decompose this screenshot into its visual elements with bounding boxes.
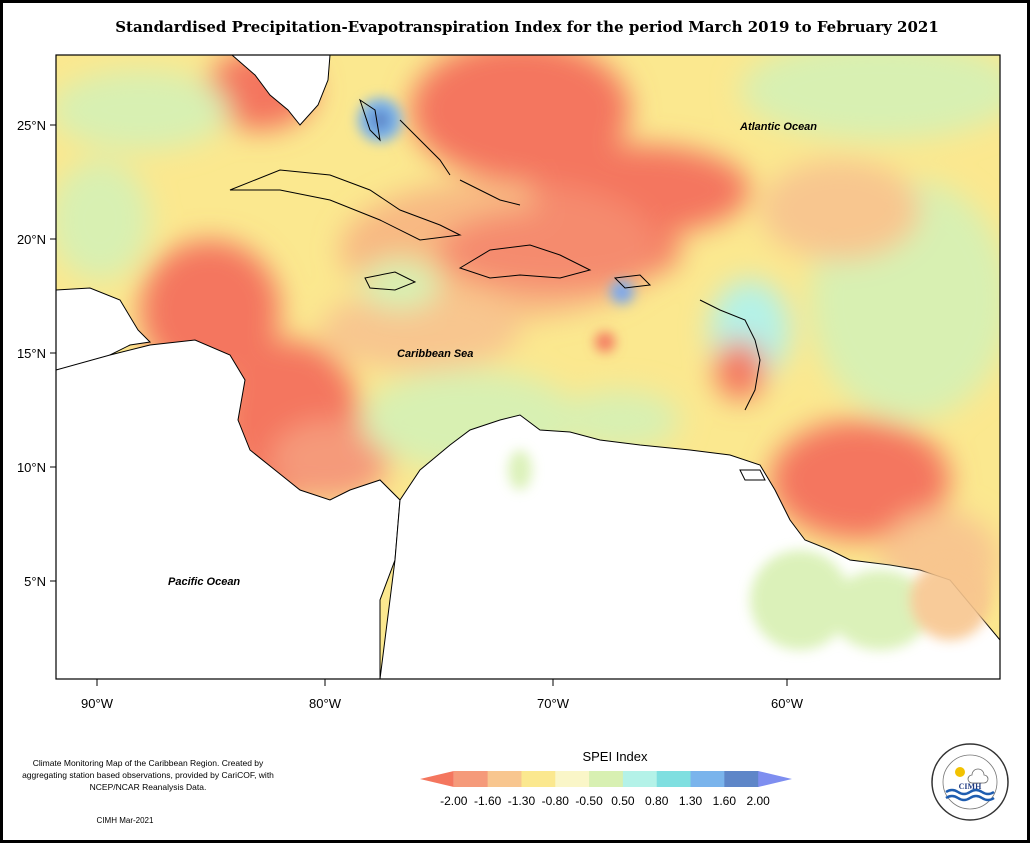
wave-icon (945, 788, 995, 796)
legend-swatch (555, 771, 590, 787)
legend-tick-label: 0.80 (645, 794, 669, 808)
legend-swatch (420, 771, 454, 787)
legend-swatch (724, 771, 759, 787)
y-tick-15n: 15°N (17, 346, 46, 361)
legend-tick-label: -2.00 (440, 794, 468, 808)
x-tick-80w: 80°W (309, 696, 342, 711)
map-date: CIMH Mar-2021 (96, 816, 154, 825)
legend-tick-label: -0.80 (542, 794, 570, 808)
legend-tick-label: 1.30 (679, 794, 703, 808)
map-title: Standardised Precipitation-Evapotranspir… (115, 18, 939, 36)
label-pacific: Pacific Ocean (168, 576, 240, 588)
legend-swatch (453, 771, 489, 787)
legend-ticks: -2.00 -1.60 -1.30 -0.80 -0.50 0.50 0.80 1.30 1.6… (440, 794, 770, 808)
legend-swatch (758, 771, 792, 787)
map-border (55, 54, 1001, 680)
legend-tick-label: -1.60 (474, 794, 502, 808)
legend-tick-label: 2.00 (747, 794, 771, 808)
label-caribbean: Caribbean Sea (397, 348, 473, 360)
logo-name: CIMH (959, 782, 982, 791)
label-atlantic: Atlantic Ocean (739, 121, 817, 133)
spei-field (56, 55, 1000, 679)
islands (229, 98, 766, 481)
legend-tick-label: 1.60 (713, 794, 737, 808)
y-tick-20n: 20°N (17, 232, 46, 247)
sun-icon (955, 767, 965, 777)
cimh-logo: CIMH (931, 743, 1009, 821)
legend-tick-label: -0.50 (575, 794, 603, 808)
legend-tick-label: 0.50 (611, 794, 635, 808)
legend-colorbar (420, 771, 792, 787)
legend-swatch (487, 771, 522, 787)
legend-swatch (622, 771, 658, 787)
y-axis: 25°N 20°N 15°N 10°N 5°N (17, 118, 56, 589)
x-tick-70w: 70°W (537, 696, 570, 711)
x-axis: 90°W 80°W 70°W 60°W (81, 679, 804, 711)
x-tick-90w: 90°W (81, 696, 114, 711)
cloud-icon (967, 768, 989, 784)
y-tick-5n: 5°N (24, 574, 46, 589)
legend-swatch (656, 771, 692, 787)
legend-swatch (521, 771, 556, 787)
y-tick-25n: 25°N (17, 118, 46, 133)
map-note: Climate Monitoring Map of the Caribbean … (22, 758, 274, 792)
legend-tick-label: -1.30 (508, 794, 536, 808)
legend-swatch (690, 771, 725, 787)
x-tick-60w: 60°W (771, 696, 804, 711)
legend-title: SPEI Index (582, 749, 648, 764)
y-tick-10n: 10°N (17, 460, 46, 475)
legend-swatch (589, 771, 624, 787)
